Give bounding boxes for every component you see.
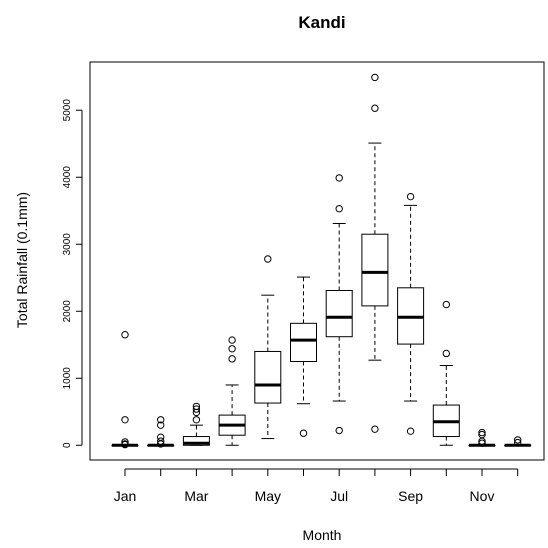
box-jul (325, 174, 353, 435)
outlier-point (192, 405, 201, 413)
interquartile-box (361, 233, 389, 307)
outlier-point (406, 192, 415, 201)
outlier-point (442, 300, 450, 309)
y-tick-label: 0 (62, 442, 73, 448)
outlier-point (121, 440, 129, 449)
outlier-point (478, 437, 486, 445)
box-mar (182, 402, 210, 446)
interquartile-box (325, 289, 353, 338)
x-tick-label: Sep (398, 488, 423, 504)
x-tick-label: Jan (114, 488, 137, 504)
box-oct (432, 300, 460, 446)
outlier-point (514, 436, 522, 444)
outlier-point (121, 331, 129, 339)
outlier-point (371, 73, 379, 82)
outlier-point (157, 440, 165, 448)
y-tick-label: 4000 (62, 166, 73, 189)
y-tick-label: 2000 (62, 300, 73, 323)
x-tick-label: Jul (330, 488, 348, 504)
outlier-point (371, 104, 379, 112)
outlier-point (228, 336, 236, 344)
outlier-point (192, 408, 201, 417)
x-axis-label: Month (303, 527, 342, 543)
outlier-point (514, 438, 522, 447)
box-series (111, 73, 532, 449)
box-nov (468, 428, 496, 447)
y-tick-label: 3000 (62, 233, 73, 256)
outlier-point (371, 425, 379, 433)
outlier-point (228, 355, 236, 363)
box-aug (361, 73, 389, 433)
box-dec (504, 436, 532, 447)
box-may (254, 255, 282, 440)
chart-title: Kandi (298, 13, 345, 32)
outlier-point (335, 174, 343, 182)
box-sep (397, 192, 425, 435)
outlier-point (406, 427, 415, 435)
outlier-point (299, 429, 308, 437)
interquartile-box (290, 322, 317, 363)
x-axis: Jan Mar May Jul Sep Nov (114, 468, 519, 504)
y-tick-label: 5000 (62, 99, 73, 122)
outlier-point (335, 426, 343, 435)
x-tick-label: Nov (470, 488, 495, 504)
outlier-point (442, 349, 450, 358)
plot-frame (89, 61, 545, 461)
outlier-point (192, 416, 201, 424)
outlier-point (157, 421, 165, 429)
outlier-point (121, 416, 129, 424)
outlier-point (335, 205, 343, 213)
y-axis: 0 1000 2000 3000 4000 5000 (62, 99, 83, 448)
interquartile-box (182, 436, 210, 446)
box-apr (218, 336, 246, 446)
outlier-point (157, 437, 165, 445)
outlier-point (264, 255, 272, 263)
box-jun (290, 276, 317, 437)
box-feb (147, 416, 175, 448)
outlier-point (228, 345, 236, 353)
y-axis-label: Total Rainfall (0.1mm) (14, 192, 30, 328)
outlier-point (157, 416, 165, 424)
x-tick-label: Mar (184, 488, 208, 504)
outlier-point (121, 438, 129, 446)
interquartile-box (254, 350, 282, 404)
outlier-point (478, 439, 486, 447)
x-tick-label: May (255, 488, 281, 504)
y-tick-label: 1000 (62, 367, 73, 390)
outlier-point (478, 428, 486, 437)
box-jan (111, 331, 139, 449)
